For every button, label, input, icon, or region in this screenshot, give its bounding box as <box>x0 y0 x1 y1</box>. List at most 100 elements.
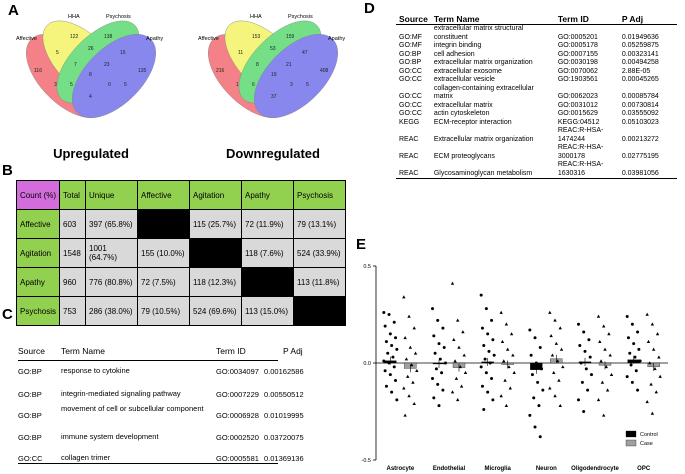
cell-id: REAC:R-HSA-1630316 <box>554 161 619 179</box>
point-control <box>431 377 434 381</box>
cell-padj: 0.00494258 <box>621 59 659 66</box>
point-case <box>548 310 552 314</box>
count-table: Count (%) Total Unique Affective Agitati… <box>15 180 347 326</box>
row-header: Apathy <box>15 267 61 297</box>
venn-down-label-apathy: Apathy <box>328 36 345 42</box>
table-cell: 118 (12.3%) <box>189 267 243 297</box>
cell-source: REAC <box>396 161 431 179</box>
point-control <box>441 388 445 392</box>
point-control <box>490 318 494 322</box>
venn-up-label-affective: Affective <box>16 36 37 42</box>
cell-padj: 0.00085784 <box>621 93 659 100</box>
venn-down-label-affective: Affective <box>198 36 219 42</box>
venn-down-count: 47 <box>302 50 308 56</box>
point-control <box>486 332 490 336</box>
point-case <box>404 357 409 361</box>
point-case <box>651 347 656 351</box>
point-case <box>553 394 557 398</box>
point-case <box>459 384 464 388</box>
cell-padj: 0.00323141 <box>621 50 659 58</box>
table-cell: 72 (11.9%) <box>241 209 295 239</box>
point-case <box>503 378 507 382</box>
point-control <box>636 330 640 334</box>
point-case <box>412 326 416 330</box>
cell-padj: 0.03720075 <box>264 433 304 442</box>
cell-padj: 0.05259875 <box>621 42 659 49</box>
cell-source: GO:CC <box>399 101 422 109</box>
cell-id: GO:0034097 <box>216 367 259 376</box>
venn-down-count: 8 <box>256 62 259 68</box>
point-control <box>383 369 387 373</box>
cell-padj: 2.88E-05 <box>621 67 651 75</box>
point-case <box>502 359 506 363</box>
point-control <box>626 336 630 340</box>
point-control <box>630 322 634 326</box>
point-control <box>577 398 580 402</box>
point-control <box>438 357 442 361</box>
table-cell: 397 (65.8%) <box>85 209 139 239</box>
cell-padj: 0.00730814 <box>621 101 659 109</box>
point-control <box>587 338 591 342</box>
point-case <box>402 386 406 390</box>
table-row: GO:BP cell adhesion GO:0007155 0.00323141 <box>396 51 677 60</box>
cell-source: GO:BP <box>399 50 422 58</box>
point-control <box>632 342 636 346</box>
legend-swatch-case <box>625 439 637 447</box>
table-cell-diagonal <box>137 209 191 239</box>
point-control <box>625 314 629 318</box>
point-case <box>408 345 413 349</box>
point-control <box>386 351 390 355</box>
point-control <box>384 384 388 388</box>
point-case <box>499 310 503 314</box>
point-control <box>390 344 394 348</box>
point-control <box>540 367 544 371</box>
panel-label-a: A <box>8 2 19 19</box>
cell-padj: 0.00213272 <box>621 135 659 143</box>
point-case <box>550 353 555 357</box>
point-case <box>655 332 660 336</box>
count-table-header: Count (%) Total Unique Affective Agitati… <box>15 180 347 210</box>
point-control <box>628 351 632 355</box>
row-header: Agitation <box>15 238 61 268</box>
venn-down-count: 37 <box>271 94 277 100</box>
table-cell-diagonal <box>189 238 243 268</box>
table-cell: 1001 (64.7%) <box>85 238 139 268</box>
cell-id: GO:0007155 <box>557 50 598 58</box>
point-case <box>411 380 415 384</box>
row-header: Psychosis <box>15 296 61 326</box>
table-row: GO:CC collagen trimer GO:0005581 0.01369… <box>18 441 304 464</box>
cell-term: collagen-containing extracellular matrix <box>433 84 534 101</box>
table-cell: 524 (33.9%) <box>293 238 347 268</box>
venn-up-label-psychosis: Psychosis <box>106 14 131 20</box>
point-case <box>504 403 509 407</box>
point-control <box>528 328 532 332</box>
point-case <box>654 390 658 394</box>
point-case <box>453 359 457 363</box>
cell-id: GO:0002520 <box>216 433 259 442</box>
point-case <box>609 372 614 376</box>
point-control <box>532 396 536 400</box>
point-control <box>638 359 642 363</box>
point-control <box>440 371 444 375</box>
panel-label-b: B <box>2 162 13 179</box>
point-control <box>537 404 541 408</box>
cell-id: GO:0005581 <box>216 454 259 463</box>
y-tick-label: 0.0 <box>363 361 371 367</box>
point-case <box>407 394 411 398</box>
point-control <box>487 349 491 353</box>
point-control <box>484 307 488 311</box>
point-case <box>608 353 612 357</box>
cell-term: Extracellular matrix organization <box>433 135 534 143</box>
cell-id: GO:0070062 <box>557 67 598 75</box>
cell-term: actin cytoskeleton <box>433 110 490 117</box>
point-control <box>437 404 441 408</box>
point-control <box>383 324 387 328</box>
cell-padj: 0.01369136 <box>264 454 304 463</box>
point-case <box>463 370 468 374</box>
table-cell: 155 (10.0%) <box>137 238 191 268</box>
point-case <box>604 365 608 369</box>
point-case <box>645 312 649 316</box>
table-cell: 524 (69.6%) <box>189 296 243 326</box>
point-control <box>629 363 633 367</box>
point-case <box>508 386 512 390</box>
